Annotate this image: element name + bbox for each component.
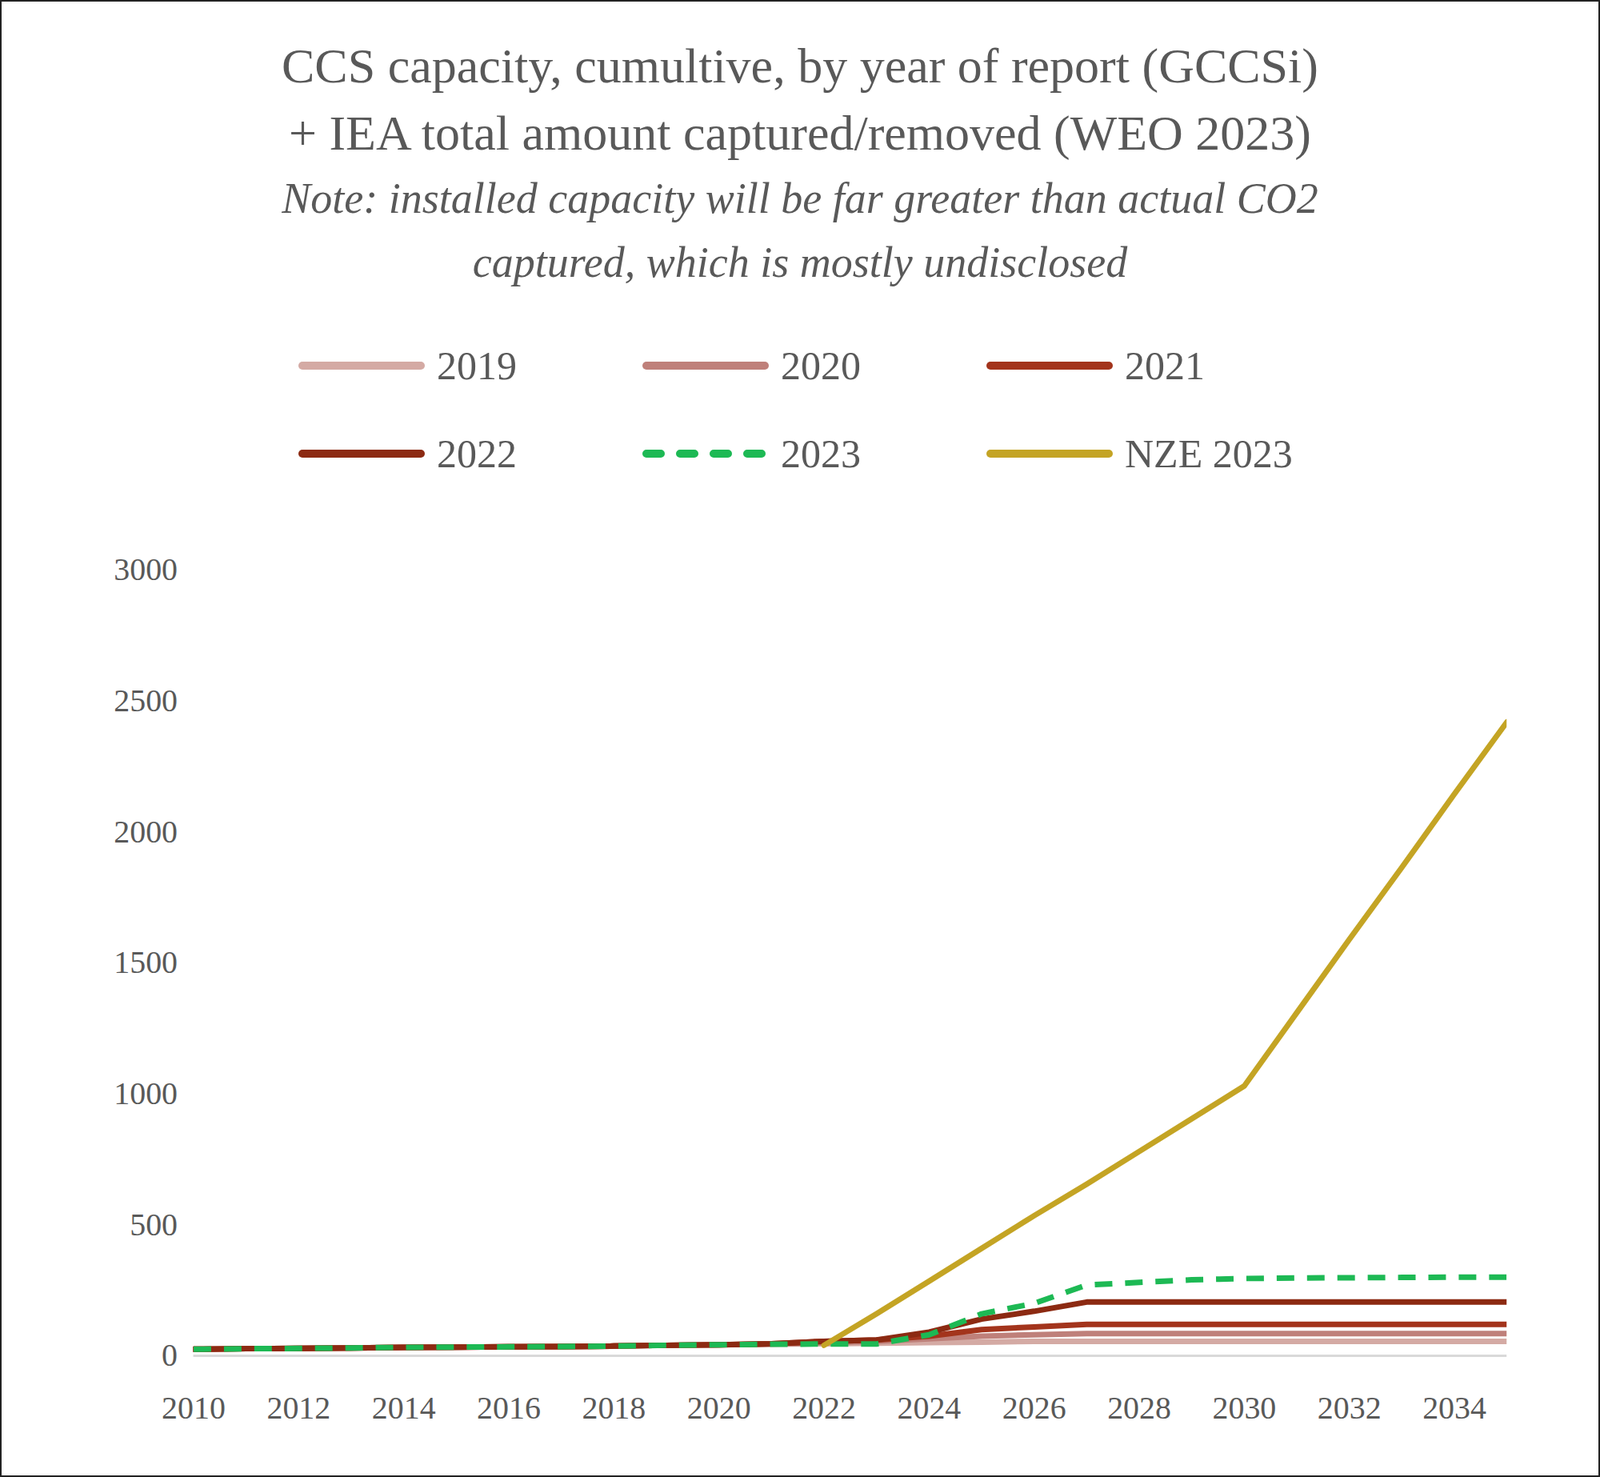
svg-text:1000: 1000 [113, 1075, 178, 1112]
svg-text:2000: 2000 [113, 813, 178, 850]
html-text:2022: 2022 [436, 431, 517, 476]
svg-text:2032: 2032 [1317, 1389, 1382, 1426]
html-text:2021: 2021 [1124, 343, 1205, 388]
svg-text:2020: 2020 [687, 1389, 752, 1426]
svg-text:2012: 2012 [266, 1389, 331, 1426]
svg-text:2016: 2016 [476, 1389, 541, 1426]
svg-text:2010: 2010 [161, 1389, 226, 1426]
svg-text:2030: 2030 [1212, 1389, 1276, 1426]
html-text:2020: 2020 [780, 343, 861, 388]
svg-text:2024: 2024 [896, 1389, 961, 1426]
html-text:Note: installed capacity will: Note: installed capacity will be far gre… [281, 174, 1319, 287]
html-text:NZE 2023: NZE 2023 [1124, 431, 1293, 476]
svg-text:500: 500 [129, 1206, 178, 1243]
svg-text:3000: 3000 [113, 551, 178, 588]
html-text:2019: 2019 [436, 343, 517, 388]
svg-text:1500: 1500 [113, 944, 178, 980]
html-text:CCS capacity, cumultive, by ye: CCS capacity, cumultive, by year of repo… [281, 38, 1319, 160]
svg-text:0: 0 [161, 1336, 178, 1373]
svg-text:2022: 2022 [792, 1389, 856, 1426]
svg-text:2028: 2028 [1107, 1389, 1172, 1426]
svg-text:2026: 2026 [1002, 1389, 1067, 1426]
svg-text:2018: 2018 [581, 1389, 646, 1426]
svg-text:2014: 2014 [372, 1389, 436, 1426]
svg-text:2034: 2034 [1422, 1389, 1487, 1426]
svg-text:2500: 2500 [113, 682, 178, 719]
html-text:2023: 2023 [780, 431, 861, 476]
